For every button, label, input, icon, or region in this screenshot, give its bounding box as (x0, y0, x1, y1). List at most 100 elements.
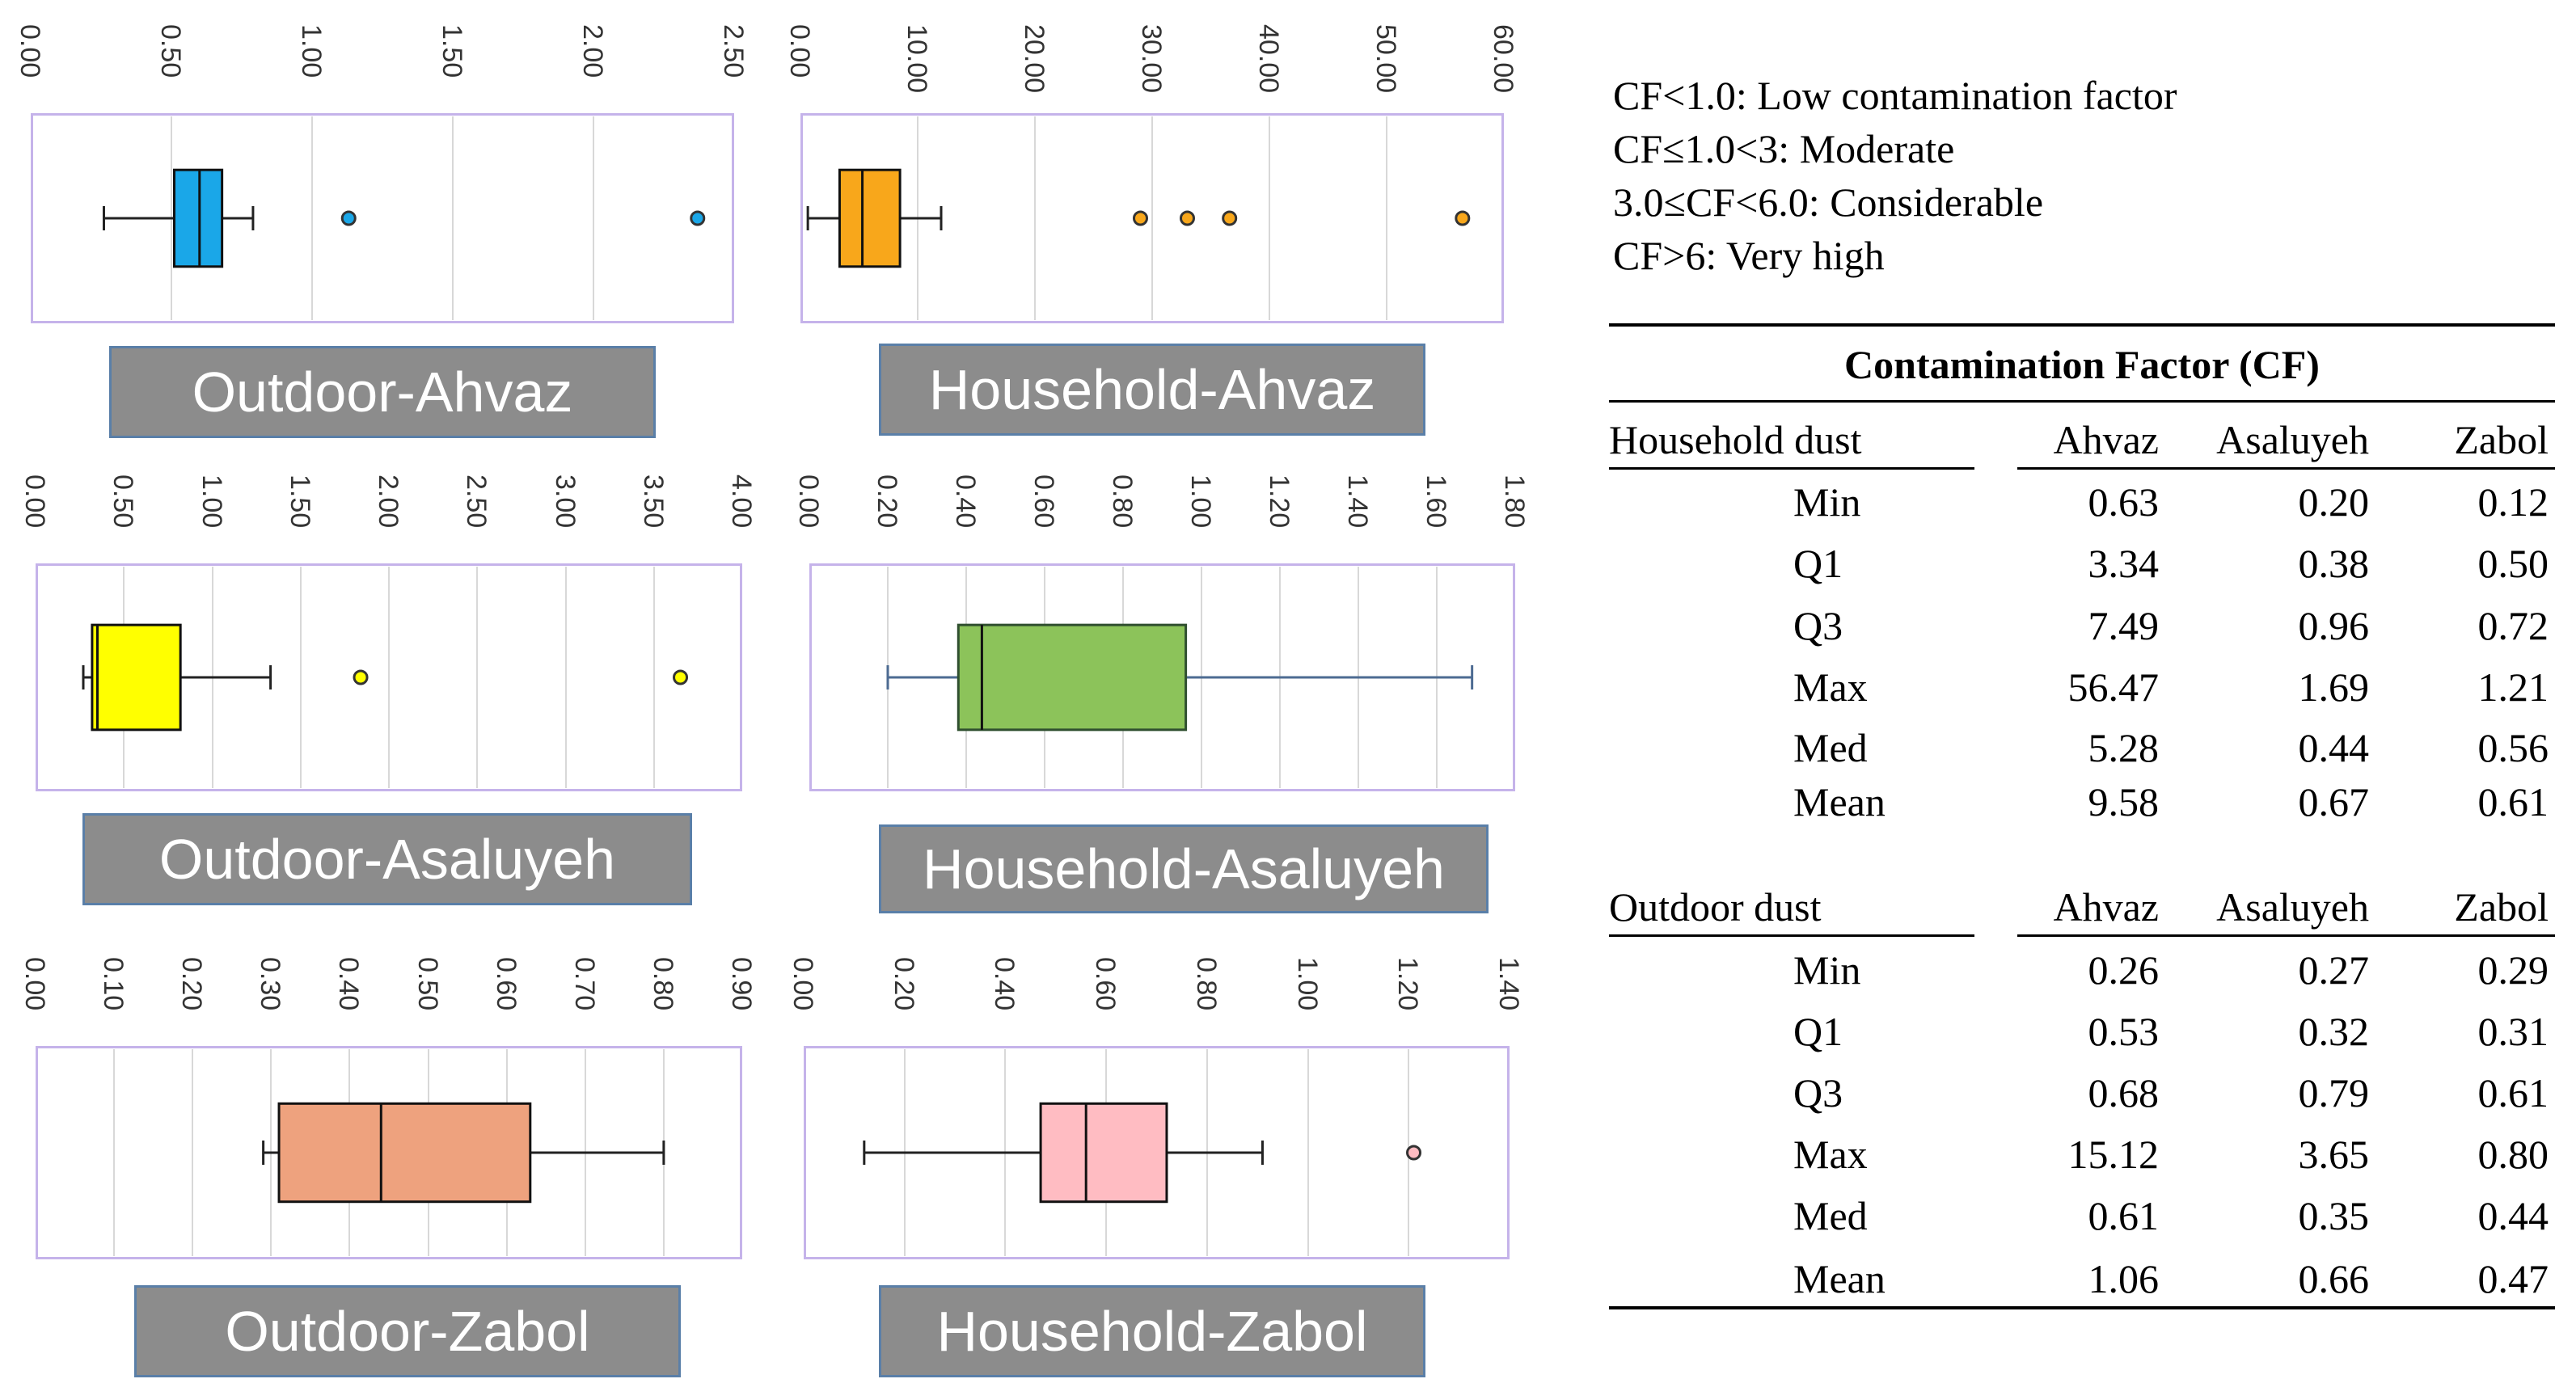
tick-label: 1.50 (437, 24, 467, 78)
tick-label: 0.20 (176, 957, 208, 1011)
gridline (1201, 567, 1202, 788)
table-cell: 0.61 (2477, 779, 2549, 824)
legend-line-moderate: CF≤1.0<3: Moderate (1613, 126, 1955, 171)
table-cell: 0.72 (2477, 603, 2549, 648)
panel-title: Outdoor-Asaluyeh (82, 813, 692, 905)
row-label: Max (1793, 1132, 1868, 1177)
gridline (388, 567, 390, 788)
table-cell: 0.68 (2088, 1070, 2160, 1115)
gridline (887, 567, 889, 788)
table-cell: 0.56 (2477, 725, 2549, 770)
gridline (1122, 567, 1124, 788)
header-rule-left (1609, 467, 1974, 470)
table-cell: 5.28 (2088, 725, 2160, 770)
tick-label: 0.40 (333, 957, 365, 1011)
tick-label: 0.10 (98, 957, 129, 1011)
table-cell: 0.96 (2298, 603, 2370, 648)
gridline (903, 1049, 906, 1256)
row-label: Mean (1793, 779, 1886, 824)
gridline (211, 567, 213, 788)
tick-label: 1.00 (196, 474, 227, 529)
gridline (564, 567, 567, 788)
table-cell: 0.29 (2477, 947, 2549, 993)
table-cell: 0.44 (2477, 1193, 2549, 1238)
table-cell: 0.61 (2088, 1193, 2160, 1238)
tick-label: 0.40 (950, 474, 981, 529)
tick-label: 0.00 (19, 957, 50, 1011)
tick-label: 1.50 (284, 474, 315, 529)
gridline (652, 567, 655, 788)
tick-label: 0.60 (490, 957, 522, 1011)
tick-label: 1.20 (1264, 474, 1294, 529)
tick-label: 1.40 (1342, 474, 1373, 529)
column-header: Zabol (2454, 884, 2549, 930)
tick-label: 1.00 (1185, 474, 1216, 529)
tick-label: 3.00 (549, 474, 581, 529)
gridline (299, 567, 302, 788)
table-cell: 9.58 (2088, 779, 2160, 824)
header-rule-left (1609, 934, 1974, 937)
tick-label: 0.00 (15, 24, 45, 78)
table-cell: 0.79 (2298, 1070, 2370, 1115)
tick-label: 2.50 (718, 24, 749, 78)
column-header: Ahvaz (2053, 884, 2160, 930)
tick-label: 1.40 (1493, 957, 1524, 1011)
gridline (270, 1049, 272, 1256)
gridline (113, 1049, 116, 1256)
gridline (1105, 1049, 1108, 1256)
column-header: Asaluyeh (2216, 417, 2369, 462)
table-cell: 3.34 (2088, 541, 2160, 586)
table-cell: 0.67 (2298, 779, 2370, 824)
tick-label: 0.00 (19, 474, 50, 529)
table-cell: 0.80 (2477, 1132, 2549, 1177)
table-top-rule (1609, 323, 2555, 327)
column-header: Zabol (2454, 417, 2549, 462)
gridline (348, 1049, 351, 1256)
plot-area (809, 563, 1515, 791)
gridline (1436, 567, 1438, 788)
gridline (1206, 1049, 1208, 1256)
tick-label: 0.20 (872, 474, 902, 529)
table-title-rule (1609, 400, 2555, 403)
column-header: Ahvaz (2053, 417, 2160, 462)
table-title: Contamination Factor (CF) (1844, 342, 2320, 387)
table-cell: 56.47 (2067, 664, 2160, 710)
tick-label: 0.30 (255, 957, 286, 1011)
tick-label: 1.00 (296, 24, 327, 78)
tick-label: 2.00 (373, 474, 403, 529)
row-label: Q1 (1793, 541, 1843, 586)
plot-area (31, 113, 734, 323)
table-cell: 0.35 (2298, 1193, 2370, 1238)
tick-label: 0.60 (1090, 957, 1121, 1011)
table-cell: 0.12 (2477, 479, 2549, 525)
table-cell: 7.49 (2088, 603, 2160, 648)
gridline (1151, 116, 1153, 320)
gridline (1004, 1049, 1007, 1256)
table-cell: 0.53 (2088, 1009, 2160, 1054)
gridline (505, 1049, 508, 1256)
panel-title: Household-Asaluyeh (879, 824, 1489, 913)
row-label: Min (1793, 947, 1861, 993)
row-label: Max (1793, 664, 1868, 710)
tick-label: 60.00 (1488, 24, 1518, 94)
row-label: Mean (1793, 1256, 1886, 1301)
table-cell: 0.47 (2477, 1256, 2549, 1301)
panel-title: Household-Zabol (879, 1285, 1425, 1377)
gridline (917, 116, 918, 320)
row-label: Med (1793, 1193, 1868, 1238)
tick-label: 0.80 (1107, 474, 1138, 529)
tick-label: 0.00 (788, 957, 818, 1011)
tick-label: 0.50 (108, 474, 139, 529)
gridline (1358, 567, 1359, 788)
tick-label: 4.00 (726, 474, 757, 529)
table-cell: 1.06 (2088, 1256, 2160, 1301)
table-cell: 0.44 (2298, 725, 2370, 770)
tick-label: 1.60 (1421, 474, 1451, 529)
gridline (1044, 567, 1045, 788)
row-label: Q3 (1793, 603, 1843, 648)
gridline (1034, 116, 1036, 320)
row-label: Med (1793, 725, 1868, 770)
legend-line-considerable: 3.0≤CF<6.0: Considerable (1613, 179, 2044, 225)
tick-label: 0.50 (412, 957, 443, 1011)
tick-label: 3.50 (637, 474, 669, 529)
